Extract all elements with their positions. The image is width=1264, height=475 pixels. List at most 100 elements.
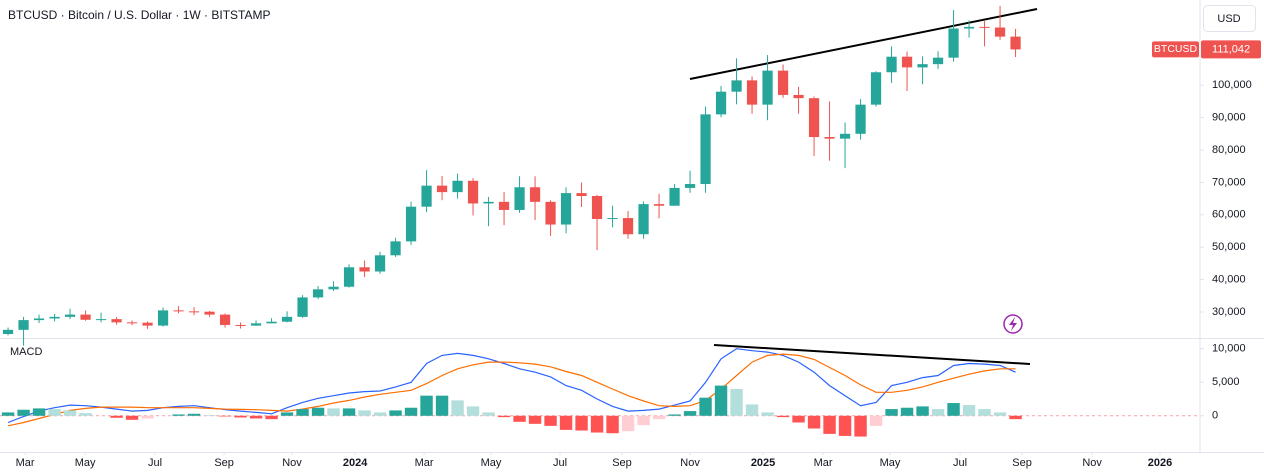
candle-body xyxy=(219,314,231,325)
histogram-bar xyxy=(234,415,247,418)
candle-body xyxy=(622,218,634,235)
candle-body xyxy=(901,56,913,68)
y-tick-label: 50,000 xyxy=(1212,241,1246,253)
candle-body xyxy=(514,187,525,210)
candle-body xyxy=(390,241,401,256)
histogram-bar xyxy=(218,415,232,417)
candle-body xyxy=(948,28,959,58)
histogram-bar xyxy=(187,413,201,416)
candle-body xyxy=(793,94,804,99)
histogram-bar xyxy=(544,415,557,426)
candle-body xyxy=(64,314,76,317)
x-tick-label: Sep xyxy=(1012,457,1032,469)
candle-body xyxy=(359,267,370,272)
x-tick-label: Nov xyxy=(282,457,302,469)
histogram-bar xyxy=(63,410,77,416)
trend-line[interactable] xyxy=(689,8,1038,80)
candle-body xyxy=(297,297,308,317)
candle-body xyxy=(235,324,246,326)
x-tick-label: Sep xyxy=(214,457,234,469)
candle-body xyxy=(452,180,463,193)
x-tick-label: 2025 xyxy=(751,457,775,469)
candle-body xyxy=(591,196,603,220)
alert-icon[interactable] xyxy=(1003,314,1023,334)
candles xyxy=(2,5,1021,346)
candle-body xyxy=(638,204,649,235)
candle-body xyxy=(731,80,742,92)
candle-body xyxy=(157,310,169,326)
x-tick-label: 2026 xyxy=(1148,457,1172,469)
candle-body xyxy=(312,289,324,298)
candle-body xyxy=(49,316,60,319)
histogram-bar xyxy=(1009,415,1022,420)
histogram-bar xyxy=(683,411,697,416)
histogram-bar xyxy=(420,395,433,416)
histogram-bar xyxy=(916,406,929,416)
candle-body xyxy=(250,323,262,326)
candle-body xyxy=(715,91,727,115)
histogram-bar xyxy=(807,415,821,429)
candle-body xyxy=(18,320,29,330)
candle-body xyxy=(111,319,122,323)
histogram-bar xyxy=(838,415,852,436)
candle-body xyxy=(839,133,851,139)
candle-body xyxy=(483,201,494,204)
histogram-bar xyxy=(466,406,480,416)
histogram-bar xyxy=(404,407,418,416)
histogram-bar xyxy=(606,415,619,434)
histogram-bar xyxy=(342,408,356,416)
histogram-bar xyxy=(296,409,309,416)
candle-body xyxy=(467,180,479,204)
histogram-bar xyxy=(280,412,294,416)
y-tick-label: 90,000 xyxy=(1212,112,1246,124)
y-tick-label: 60,000 xyxy=(1212,209,1246,221)
histogram-bar xyxy=(389,410,402,416)
candle-body xyxy=(281,316,293,322)
histogram-bar xyxy=(885,409,898,416)
histogram-bar xyxy=(265,415,278,420)
candle-body xyxy=(886,56,897,73)
trend-line[interactable] xyxy=(713,344,1031,365)
candle-body xyxy=(808,98,820,138)
x-tick-label: Jul xyxy=(953,457,967,469)
y-tick-label: 40,000 xyxy=(1212,274,1246,286)
histogram-bar xyxy=(637,415,650,426)
candle-body xyxy=(932,57,944,65)
histogram-bar xyxy=(435,395,449,416)
histogram-bar xyxy=(110,415,123,418)
histogram-bar xyxy=(513,415,526,422)
candle-body xyxy=(328,286,339,290)
candle-body xyxy=(994,27,1006,37)
x-tick-label: Mar xyxy=(415,457,434,469)
candle-body xyxy=(142,322,153,326)
x-tick-label: Mar xyxy=(814,457,833,469)
histogram-bar xyxy=(451,400,464,416)
histogram-bar xyxy=(559,415,573,430)
x-tick-label: 2024 xyxy=(343,457,368,469)
histogram-bar xyxy=(699,397,712,416)
histogram-bar xyxy=(249,415,263,419)
candle-body xyxy=(421,185,432,207)
candle-body xyxy=(33,318,45,321)
histogram-bar xyxy=(714,385,728,416)
histogram-bar xyxy=(79,413,92,416)
histogram-bar xyxy=(823,415,836,434)
candle-body xyxy=(204,311,215,315)
histogram-bar xyxy=(854,415,867,437)
candle-body xyxy=(173,310,184,312)
candle-body xyxy=(684,184,696,188)
histogram-bar xyxy=(172,414,185,416)
macd-title: MACD xyxy=(10,346,42,358)
currency-box[interactable] xyxy=(1203,5,1256,32)
candle-body xyxy=(266,321,277,324)
candle-body xyxy=(700,114,711,185)
histogram-bar xyxy=(125,415,139,420)
histogram-bar xyxy=(358,410,371,416)
macd-line xyxy=(7,353,1016,427)
histogram-bar xyxy=(32,408,46,416)
y-tick-label: 10,000 xyxy=(1212,343,1246,355)
histogram-bar xyxy=(575,415,588,431)
y-tick-label: 80,000 xyxy=(1212,144,1246,156)
currency-label[interactable]: USD xyxy=(1217,13,1240,25)
